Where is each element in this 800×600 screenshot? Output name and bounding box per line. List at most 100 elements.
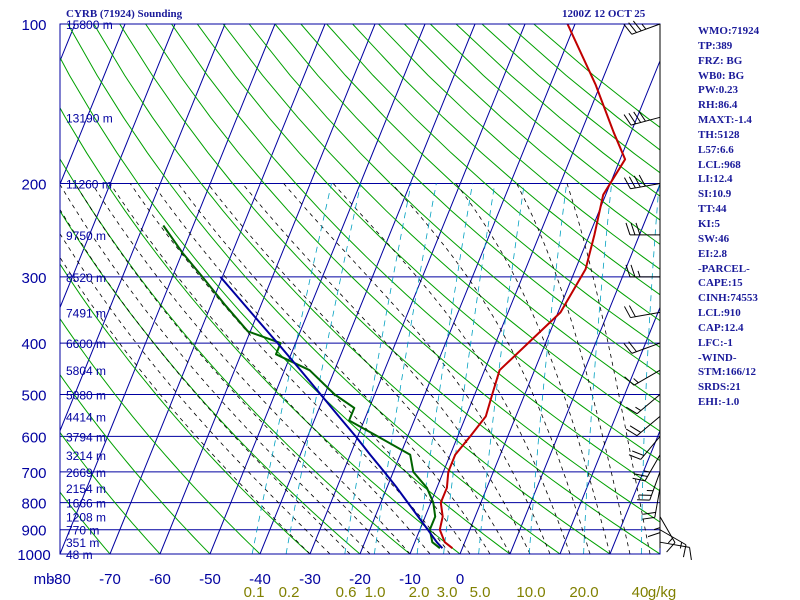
mixing-ratio-label: g/kg	[648, 584, 676, 600]
mixing-ratio-label: 0.1	[244, 584, 265, 600]
wind-barbs	[623, 20, 692, 560]
isotherm-line	[60, 24, 126, 186]
index-item: LI:12.4	[698, 173, 733, 186]
height-label: 351 m	[66, 536, 99, 550]
index-item: L57:6.6	[698, 143, 734, 156]
isotherm-line	[359, 24, 576, 554]
dry-adiabat-line	[222, 24, 660, 432]
temperature-tick-label: -30	[299, 571, 321, 588]
dry-adiabat-line	[60, 373, 211, 554]
height-label: 1208 m	[66, 511, 106, 525]
mixing-ratio-label: 2.0	[409, 584, 430, 600]
mixing-ratio-line	[416, 183, 473, 554]
temperature-profile	[438, 24, 627, 549]
index-item: CINH:74553	[698, 292, 758, 305]
index-item: -PARCEL-	[698, 262, 750, 275]
height-label: 5080 m	[66, 389, 106, 403]
index-item: SRDS:21	[698, 381, 741, 394]
index-item: TT:44	[698, 203, 727, 216]
mixing-ratio-line	[583, 183, 612, 554]
mixing-ratio-label: 3.0	[437, 584, 458, 600]
height-label: 1666 m	[66, 497, 106, 511]
dry-adiabat-line	[196, 24, 660, 462]
index-item: WB0: BG	[698, 69, 745, 82]
wind-barb	[659, 529, 687, 558]
isotherm-line	[60, 24, 176, 309]
moist-adiabat-line	[566, 183, 651, 554]
mixing-ratio-line	[641, 183, 660, 554]
height-label: 9750 m	[66, 229, 106, 243]
isotherm-line	[409, 24, 626, 554]
index-item: TP:389	[698, 39, 733, 52]
parcel-profile	[219, 276, 444, 549]
index-item: CAP:12.4	[698, 321, 744, 334]
moist-adiabat-line	[60, 233, 331, 554]
index-item: PW:0.23	[698, 84, 739, 97]
temperature-tick-label: 0	[456, 571, 464, 588]
moist-adiabat-line	[516, 183, 631, 554]
pressure-tick-label: 800	[21, 496, 46, 513]
dry-adiabat-line	[60, 491, 111, 554]
dry-adiabat-line	[171, 24, 660, 492]
mixing-ratio-label: 0.2	[279, 584, 300, 600]
dry-adiabat-line	[326, 24, 660, 322]
temperature-tick-label: -60	[149, 571, 171, 588]
moist-adiabat-line	[391, 183, 591, 554]
dry-adiabat-line	[67, 24, 561, 554]
index-item: KI:5	[698, 217, 720, 230]
mixing-ratio-label: 1.0	[365, 584, 386, 600]
isotherm-line	[509, 182, 660, 554]
index-item: WMO:71924	[698, 25, 760, 37]
height-label: 4414 m	[66, 410, 106, 424]
isotherm-line	[559, 306, 660, 554]
moist-adiabat-line	[242, 183, 531, 554]
dry-adiabat-line	[60, 158, 411, 554]
pressure-tick-label: 300	[21, 270, 46, 287]
index-item: SW:46	[698, 232, 730, 245]
wind-barb	[659, 541, 692, 560]
index-item: EHI:-1.0	[698, 396, 740, 409]
moist-adiabat-line	[455, 183, 611, 554]
mixing-ratio-line	[478, 183, 525, 554]
wind-barb	[647, 502, 661, 538]
wind-barb	[625, 394, 661, 415]
height-label: 15800 m	[66, 18, 113, 32]
wind-barb	[623, 110, 661, 126]
wind-barb	[625, 416, 661, 437]
wind-barb	[623, 20, 661, 35]
wind-barb	[624, 369, 661, 386]
index-item: -WIND-	[698, 351, 737, 364]
moist-adiabat-line	[60, 256, 311, 554]
temperature-tick-label: -80	[49, 571, 71, 588]
wind-barb	[642, 487, 661, 520]
dry-adiabat-line	[352, 24, 660, 296]
isotherm-line	[109, 24, 326, 554]
mixing-ratio-line	[443, 183, 496, 554]
dry-adiabat-line	[300, 24, 660, 348]
mixing-ratio-line	[285, 183, 362, 554]
dry-adiabat-line	[60, 210, 361, 554]
pressure-tick-label: 400	[21, 336, 46, 353]
index-item: LFC:-1	[698, 336, 733, 349]
index-item: STM:166/12	[698, 366, 757, 379]
wind-barb	[637, 471, 661, 501]
index-item: MAXT:-1.4	[698, 114, 752, 127]
wind-barb	[628, 436, 661, 460]
index-item: LCL:910	[698, 307, 741, 320]
temperature-tick-label: -50	[199, 571, 221, 588]
index-item: SI:10.9	[698, 188, 732, 201]
isotherm-line	[60, 24, 276, 554]
isotherm-line	[159, 24, 376, 554]
mixing-ratio-label: 0.6	[336, 584, 357, 600]
index-item: RH:86.4	[698, 99, 738, 112]
dry-adiabat-line	[60, 263, 311, 554]
pressure-tick-label: 600	[21, 429, 46, 446]
height-label: 770 m	[66, 524, 99, 538]
dry-adiabat-line	[378, 24, 660, 270]
temperature-tick-label: -70	[99, 571, 121, 588]
height-label: 2154 m	[66, 482, 106, 496]
height-label: 11260 m	[66, 178, 112, 192]
dry-adiabat-line	[274, 24, 660, 376]
moist-adiabat-line	[74, 183, 391, 554]
